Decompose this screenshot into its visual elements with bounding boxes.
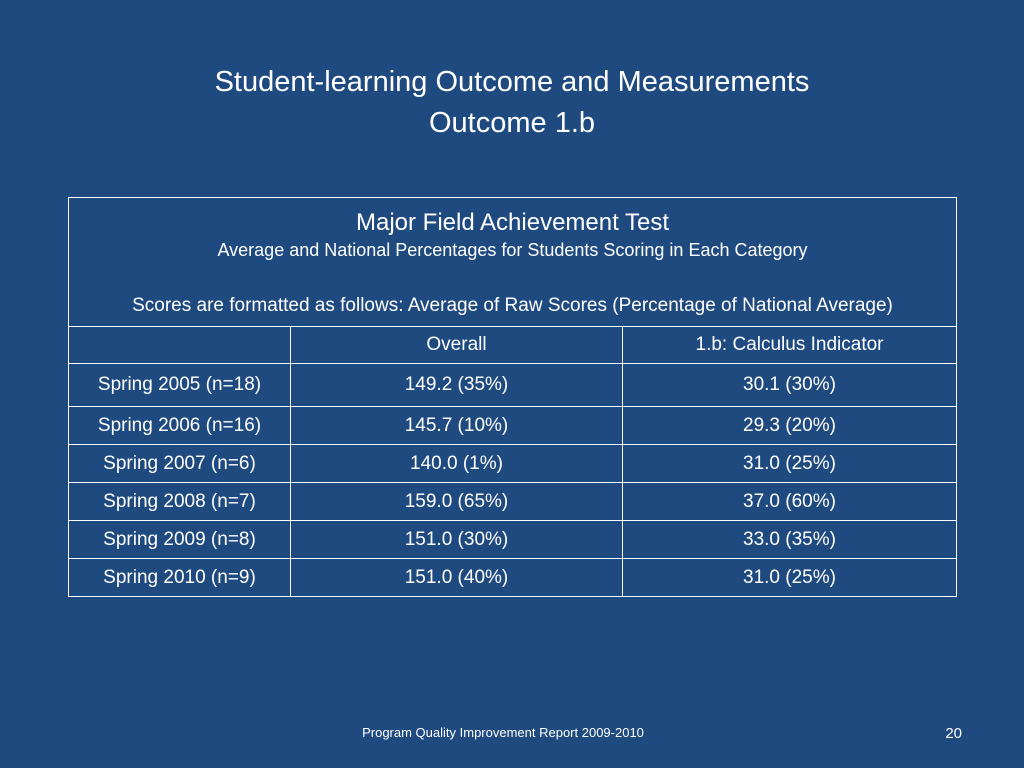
table-row: Spring 2009 (n=8) 151.0 (30%) 33.0 (35%) — [68, 520, 957, 559]
overall-cell: 151.0 (30%) — [290, 520, 623, 559]
table-row: Spring 2008 (n=7) 159.0 (65%) 37.0 (60%) — [68, 482, 957, 521]
page-number: 20 — [945, 725, 962, 742]
row-label: Spring 2005 (n=18) — [68, 363, 291, 407]
calculus-cell: 33.0 (35%) — [622, 520, 957, 559]
title-line-1: Student-learning Outcome and Measurement… — [214, 66, 810, 98]
table-caption: Major Field Achievement Test Average and… — [68, 197, 957, 327]
header-cell-calculus: 1.b: Calculus Indicator — [622, 326, 957, 364]
table-row: Spring 2005 (n=18) 149.2 (35%) 30.1 (30%… — [68, 363, 957, 407]
caption-format-note: Scores are formatted as follows: Average… — [132, 295, 893, 316]
row-label: Spring 2010 (n=9) — [68, 558, 291, 597]
overall-cell: 151.0 (40%) — [290, 558, 623, 597]
header-cell-overall: Overall — [290, 326, 623, 364]
footer-text: Program Quality Improvement Report 2009-… — [362, 725, 644, 740]
results-table: Major Field Achievement Test Average and… — [68, 197, 957, 597]
caption-subtitle: Average and National Percentages for Stu… — [217, 240, 808, 260]
overall-cell: 140.0 (1%) — [290, 444, 623, 483]
calculus-cell: 29.3 (20%) — [622, 406, 957, 445]
table-caption-row: Major Field Achievement Test Average and… — [68, 197, 957, 327]
calculus-cell: 37.0 (60%) — [622, 482, 957, 521]
slide-title: Student-learning Outcome and Measurement… — [0, 62, 1024, 144]
table-row: Spring 2006 (n=16) 145.7 (10%) 29.3 (20%… — [68, 406, 957, 445]
title-line-2: Outcome 1.b — [428, 107, 596, 139]
calculus-cell: 30.1 (30%) — [622, 363, 957, 407]
table-row: Spring 2010 (n=9) 151.0 (40%) 31.0 (25%) — [68, 558, 957, 597]
table-header-row: Overall 1.b: Calculus Indicator — [68, 326, 957, 364]
overall-cell: 145.7 (10%) — [290, 406, 623, 445]
calculus-cell: 31.0 (25%) — [622, 558, 957, 597]
row-label: Spring 2009 (n=8) — [68, 520, 291, 559]
overall-cell: 159.0 (65%) — [290, 482, 623, 521]
caption-title: Major Field Achievement Test — [355, 209, 670, 236]
row-label: Spring 2006 (n=16) — [68, 406, 291, 445]
row-label: Spring 2007 (n=6) — [68, 444, 291, 483]
calculus-cell: 31.0 (25%) — [622, 444, 957, 483]
table-row: Spring 2007 (n=6) 140.0 (1%) 31.0 (25%) — [68, 444, 957, 483]
header-cell-empty — [68, 326, 291, 364]
overall-cell: 149.2 (35%) — [290, 363, 623, 407]
row-label: Spring 2008 (n=7) — [68, 482, 291, 521]
